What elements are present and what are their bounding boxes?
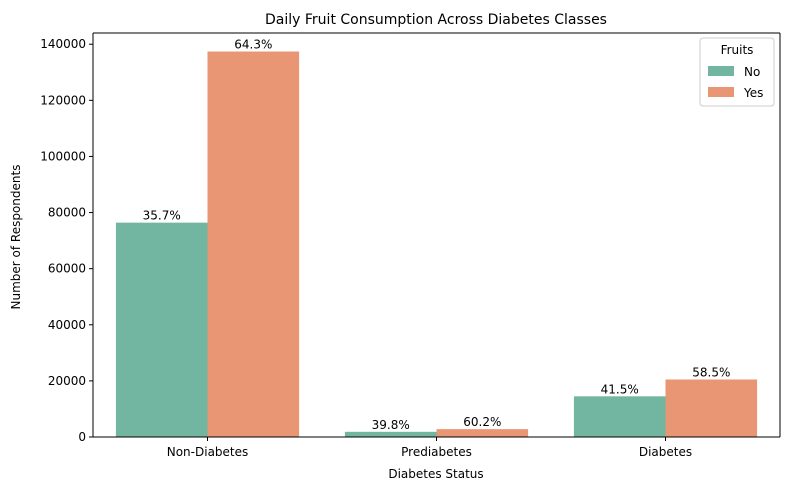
- y-tick-label: 120000: [40, 93, 86, 107]
- legend-label: Yes: [743, 86, 763, 100]
- y-tick-label: 0: [78, 430, 86, 444]
- legend-swatch-yes: [708, 87, 734, 97]
- legend: Fruits No Yes: [699, 37, 775, 107]
- legend-swatch-no: [708, 66, 734, 76]
- data-label: 58.5%: [692, 365, 730, 379]
- bar-no-prediabetes: [344, 431, 437, 437]
- bar-no-non-diabetes: [115, 222, 208, 437]
- x-tick-label: Prediabetes: [401, 445, 472, 459]
- chart-title: Daily Fruit Consumption Across Diabetes …: [265, 12, 607, 28]
- legend-label: No: [744, 65, 760, 79]
- legend-title: Fruits: [721, 43, 754, 57]
- bar-yes-non-diabetes: [207, 51, 300, 438]
- y-axis-label: Number of Respondents: [9, 165, 23, 310]
- bar-no-diabetes: [573, 396, 666, 437]
- bar-yes-diabetes: [665, 379, 758, 437]
- y-tick-label: 60000: [48, 262, 86, 276]
- y-tick-label: 80000: [48, 206, 86, 220]
- data-label: 64.3%: [234, 38, 272, 52]
- x-tick-label: Non-Diabetes: [167, 445, 249, 459]
- data-label: 35.7%: [143, 209, 181, 223]
- y-tick-label: 40000: [48, 318, 86, 332]
- y-axis: 0 20000 40000 60000 80000 100000 120000 140000: [40, 33, 94, 444]
- x-tick-label: Diabetes: [639, 445, 692, 459]
- data-label: 39.8%: [372, 418, 410, 432]
- y-tick-label: 20000: [48, 374, 86, 388]
- x-axis-label: Diabetes Status: [388, 467, 483, 481]
- y-tick-label: 100000: [40, 149, 86, 163]
- data-label: 60.2%: [463, 415, 501, 429]
- x-axis: Non-Diabetes Prediabetes Diabetes: [93, 436, 780, 459]
- data-label: 41.5%: [601, 382, 639, 396]
- bar-yes-prediabetes: [436, 429, 529, 437]
- y-tick-label: 140000: [40, 37, 86, 51]
- plot-area: 35.7% 39.8% 41.5% 64.3% 60.2% 58.5%: [93, 32, 781, 438]
